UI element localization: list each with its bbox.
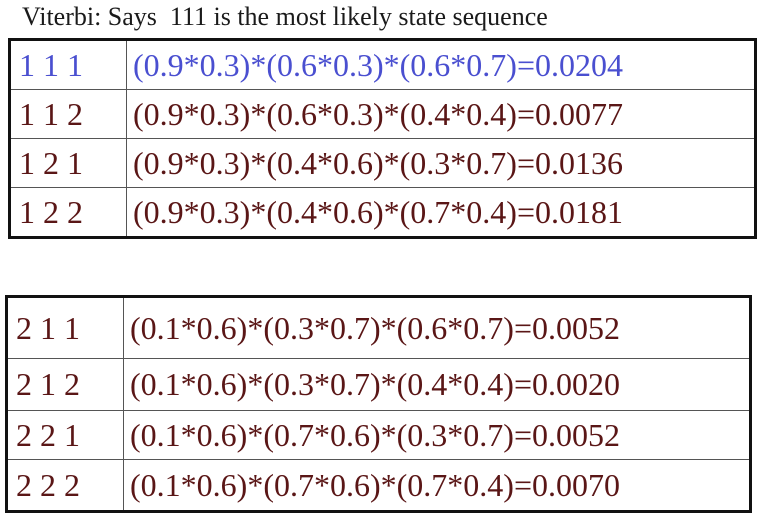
table-row: 1 2 2 (0.9*0.3)*(0.4*0.6)*(0.7*0.4)=0.01… xyxy=(9,187,756,238)
table-row: 1 1 1 (0.9*0.3)*(0.6*0.3)*(0.6*0.7)=0.02… xyxy=(9,39,756,90)
state-sequence-cell: 1 1 2 xyxy=(9,89,127,139)
probability-formula-cell: (0.1*0.6)*(0.3*0.7)*(0.6*0.7)=0.0052 xyxy=(123,296,751,359)
state-sequence-cell: 2 1 1 xyxy=(6,296,124,359)
state-sequence-cell: 1 1 1 xyxy=(9,39,127,90)
state-sequence-cell: 2 2 2 xyxy=(6,459,124,512)
sequence-table-state2-start: 2 1 1 (0.1*0.6)*(0.3*0.7)*(0.6*0.7)=0.00… xyxy=(5,295,752,513)
table-row: 2 2 1 (0.1*0.6)*(0.7*0.6)*(0.3*0.7)=0.00… xyxy=(6,410,751,460)
table-row: 2 1 1 (0.1*0.6)*(0.3*0.7)*(0.6*0.7)=0.00… xyxy=(6,296,751,359)
state-sequence-cell: 1 2 1 xyxy=(9,138,127,188)
probability-formula-cell: (0.9*0.3)*(0.6*0.3)*(0.6*0.7)=0.0204 xyxy=(126,39,756,90)
probability-formula-cell: (0.1*0.6)*(0.7*0.6)*(0.7*0.4)=0.0070 xyxy=(123,459,751,512)
sequence-table-state1-start: 1 1 1 (0.9*0.3)*(0.6*0.3)*(0.6*0.7)=0.02… xyxy=(8,38,757,239)
probability-formula-cell: (0.1*0.6)*(0.3*0.7)*(0.4*0.4)=0.0020 xyxy=(123,358,751,411)
probability-formula-cell: (0.9*0.3)*(0.6*0.3)*(0.4*0.4)=0.0077 xyxy=(126,89,756,139)
state-sequence-cell: 2 1 2 xyxy=(6,358,124,411)
state-sequence-cell: 1 2 2 xyxy=(9,187,127,238)
table-row: 2 2 2 (0.1*0.6)*(0.7*0.6)*(0.7*0.4)=0.00… xyxy=(6,459,751,512)
table-row: 1 2 1 (0.9*0.3)*(0.4*0.6)*(0.3*0.7)=0.01… xyxy=(9,138,756,188)
slide-title: Viterbi: Says 111 is the most likely sta… xyxy=(22,2,548,31)
probability-formula-cell: (0.9*0.3)*(0.4*0.6)*(0.7*0.4)=0.0181 xyxy=(126,187,756,238)
probability-formula-cell: (0.1*0.6)*(0.7*0.6)*(0.3*0.7)=0.0052 xyxy=(123,410,751,460)
state-sequence-cell: 2 2 1 xyxy=(6,410,124,460)
table-row: 2 1 2 (0.1*0.6)*(0.3*0.7)*(0.4*0.4)=0.00… xyxy=(6,358,751,411)
probability-formula-cell: (0.9*0.3)*(0.4*0.6)*(0.3*0.7)=0.0136 xyxy=(126,138,756,188)
table-row: 1 1 2 (0.9*0.3)*(0.6*0.3)*(0.4*0.4)=0.00… xyxy=(9,89,756,139)
